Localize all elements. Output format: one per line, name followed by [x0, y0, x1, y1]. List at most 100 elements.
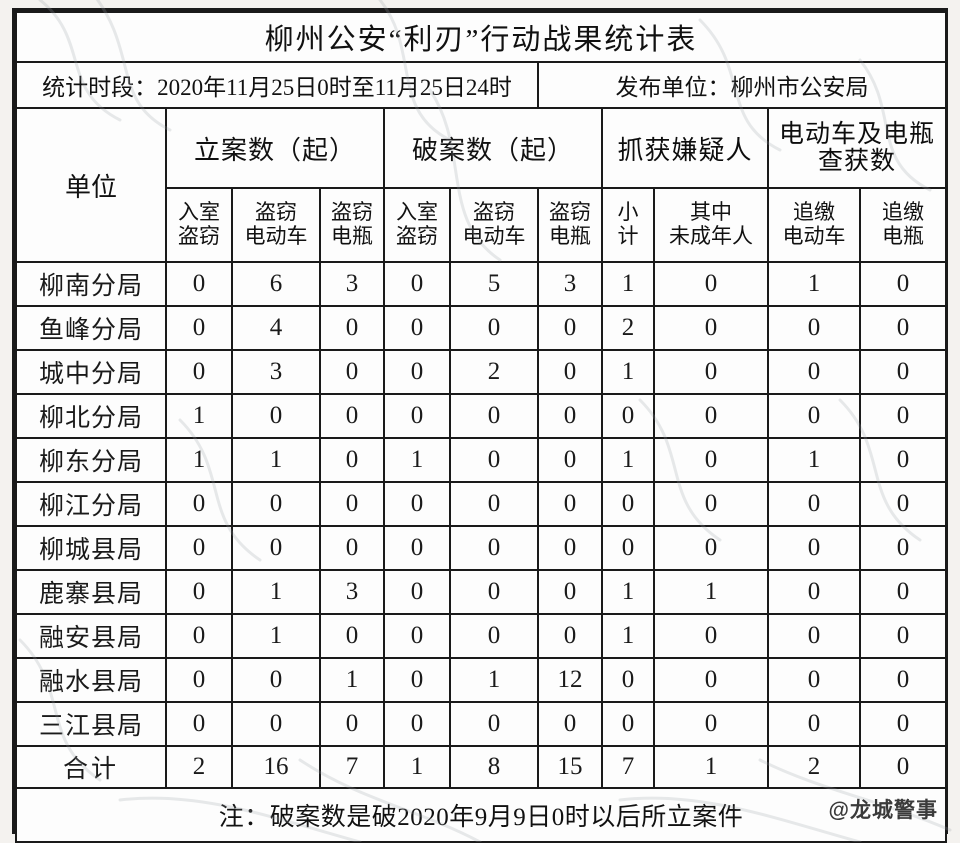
data-cell: 0 — [319, 305, 385, 351]
unit-name-cell: 融安县局 — [15, 613, 167, 659]
title-row: 柳州公安“利刃”行动战果统计表 — [14, 11, 948, 63]
unit-name-cell: 柳江分局 — [15, 481, 167, 527]
data-cell: 0 — [858, 701, 948, 747]
data-cell: 0 — [653, 305, 769, 351]
data-cell: 0 — [165, 569, 233, 615]
data-cell: 3 — [537, 261, 603, 307]
data-cell: 0 — [653, 525, 769, 571]
publishing-unit: 发布单位：柳州市公安局 — [536, 61, 948, 109]
data-cell: 0 — [165, 481, 233, 527]
data-cell: 0 — [767, 393, 861, 439]
data-cell: 0 — [383, 525, 451, 571]
subcolumn-header-8: 追缴 电动车 — [767, 187, 861, 263]
total-value-cell: 2 — [767, 745, 861, 789]
data-cell: 0 — [858, 437, 948, 483]
data-cell: 0 — [653, 657, 769, 703]
data-cell: 0 — [449, 525, 539, 571]
data-cell: 0 — [537, 437, 603, 483]
data-cell: 0 — [383, 393, 451, 439]
data-cell: 1 — [231, 437, 321, 483]
data-cell: 0 — [767, 569, 861, 615]
data-cell: 1 — [601, 569, 655, 615]
total-value-cell: 7 — [601, 745, 655, 789]
data-cell: 0 — [858, 261, 948, 307]
data-cell: 0 — [858, 657, 948, 703]
data-cell: 6 — [231, 261, 321, 307]
data-cell: 0 — [449, 569, 539, 615]
data-cell: 12 — [537, 657, 603, 703]
data-cell: 0 — [319, 613, 385, 659]
statistics-period: 统计时段：2020年11月25日0时至11月25日24时 — [15, 61, 539, 109]
total-value-cell: 1 — [653, 745, 769, 789]
table-row: 融安县局 0 1 0 0 0 0 1 0 0 0 — [15, 613, 948, 659]
data-cell: 0 — [231, 657, 321, 703]
data-cell: 0 — [231, 525, 321, 571]
subcolumn-header-0: 入室 盗窃 — [165, 187, 233, 263]
total-value-cell: 2 — [165, 745, 233, 789]
unit-name-cell: 城中分局 — [15, 349, 167, 395]
data-cell: 0 — [383, 261, 451, 307]
group-header-vehicles-recovered: 电动车及电瓶查获数 — [766, 107, 948, 189]
data-cell: 0 — [449, 393, 539, 439]
subheader-row: 入室 盗窃 盗窃 电动车 盗窃 电瓶 入室 盗窃 盗窃 电动车 盗窃 电瓶小计其中 未成年人 追缴 电动车追… — [16, 187, 948, 263]
data-cell: 0 — [165, 349, 233, 395]
data-cell: 3 — [319, 569, 385, 615]
data-cell: 0 — [601, 481, 655, 527]
data-cell: 0 — [165, 701, 233, 747]
data-cell: 0 — [537, 525, 603, 571]
data-cell: 0 — [449, 481, 539, 527]
data-cell: 0 — [449, 305, 539, 351]
unit-name-cell: 鹿寨县局 — [15, 569, 167, 615]
data-cell: 0 — [767, 701, 861, 747]
data-cell: 0 — [653, 393, 769, 439]
subcolumn-header-2: 盗窃 电瓶 — [319, 187, 385, 263]
data-cell: 0 — [601, 393, 655, 439]
subcolumn-header-7: 其中 未成年人 — [653, 187, 769, 263]
total-value-cell: 0 — [858, 745, 948, 789]
unit-name-cell: 柳城县局 — [15, 525, 167, 571]
data-cell: 0 — [858, 525, 948, 571]
total-label-cell: 合计 — [15, 745, 167, 789]
data-cell: 0 — [767, 657, 861, 703]
data-cell: 0 — [383, 613, 451, 659]
table-row: 柳南分局 0 6 3 0 5 3 1 0 1 0 — [15, 261, 948, 307]
data-cell: 0 — [601, 657, 655, 703]
column-header-unit: 单位 — [15, 107, 167, 263]
data-cell: 0 — [383, 305, 451, 351]
group-header-cases-solved: 破案数（起） — [383, 107, 603, 189]
statistics-table: 柳州公安“利刃”行动战果统计表 统计时段：2020年11月25日0时至11月25… — [14, 11, 948, 843]
table-row: 鱼峰分局 0 4 0 0 0 0 2 0 0 0 — [15, 305, 948, 351]
data-cell: 0 — [165, 657, 233, 703]
subcolumn-header-3: 入室 盗窃 — [383, 187, 451, 263]
note-row: 注：破案数是破2020年9月9日0时以后所立案件 — [14, 787, 948, 843]
table-row: 城中分局 0 3 0 0 2 0 1 0 0 0 — [15, 349, 948, 395]
subcolumn-header-4: 盗窃 电动车 — [449, 187, 539, 263]
table-row: 融水县局 0 0 1 0 1 12 0 0 0 0 — [15, 657, 948, 703]
data-cell: 0 — [653, 613, 769, 659]
data-cell: 0 — [319, 525, 385, 571]
data-cell: 0 — [165, 613, 233, 659]
data-cell: 1 — [319, 657, 385, 703]
data-cell: 0 — [767, 349, 861, 395]
data-cell: 0 — [858, 481, 948, 527]
meta-row: 统计时段：2020年11月25日0时至11月25日24时 发布单位：柳州市公安局 — [15, 61, 948, 109]
data-cell: 1 — [165, 393, 233, 439]
data-cell: 0 — [231, 701, 321, 747]
data-cell: 0 — [383, 349, 451, 395]
data-cell: 1 — [601, 261, 655, 307]
subcolumn-header-5: 盗窃 电瓶 — [537, 187, 603, 263]
data-cell: 4 — [231, 305, 321, 351]
data-cell: 0 — [449, 701, 539, 747]
data-cell: 0 — [858, 569, 948, 615]
data-cell: 1 — [767, 437, 861, 483]
table-row: 柳北分局 1 0 0 0 0 0 0 0 0 0 — [15, 393, 948, 439]
data-cell: 0 — [858, 393, 948, 439]
data-cell: 0 — [319, 349, 385, 395]
data-cell: 0 — [537, 305, 603, 351]
group-header-cases-filed: 立案数（起） — [165, 107, 385, 189]
data-cell: 0 — [653, 349, 769, 395]
data-cell: 0 — [383, 569, 451, 615]
data-cell: 0 — [537, 393, 603, 439]
table-body: 柳南分局 0 6 3 0 5 3 1 0 1 0 鱼峰分局 0 4 0 0 0 0 2 0 0 0 城中分局 0 3 0 0 2 0 1 0… — [15, 261, 948, 747]
data-cell: 1 — [767, 261, 861, 307]
